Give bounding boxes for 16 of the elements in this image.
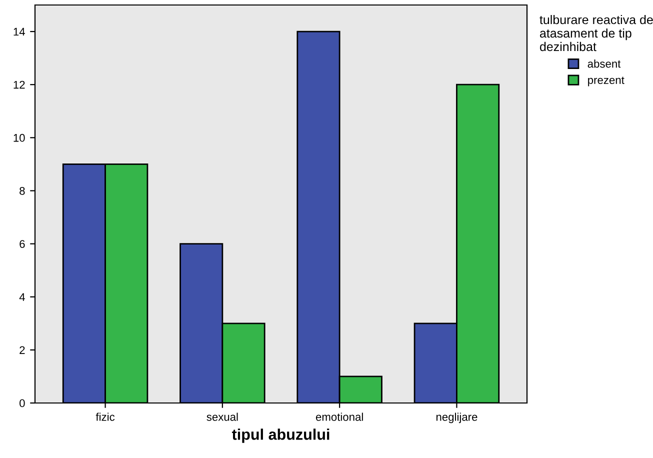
y-tick-label: 14 bbox=[14, 28, 25, 36]
x-tick-label: emotional bbox=[316, 412, 363, 421]
legend-label: absent bbox=[588, 60, 621, 68]
y-tick-label: 12 bbox=[14, 80, 25, 89]
y-tick-label: 2 bbox=[20, 346, 25, 354]
x-tick-label: sexual bbox=[206, 412, 238, 421]
x-tick-label: neglijare bbox=[436, 412, 478, 424]
y-tick-label: 4 bbox=[19, 293, 25, 301]
y-tick-label: 8 bbox=[20, 187, 25, 195]
y-tick-label: 6 bbox=[20, 240, 25, 248]
x-tick-label: fizic bbox=[96, 412, 115, 421]
y-tick-label: 0 bbox=[20, 399, 25, 408]
x-axis-title: tipul abuzului bbox=[232, 428, 330, 443]
legend-title: tulburare reactiva de atasament de tip dezinhibat bbox=[540, 15, 653, 52]
y-tick-label: 10 bbox=[14, 134, 25, 142]
legend-label: prezent bbox=[588, 76, 624, 86]
